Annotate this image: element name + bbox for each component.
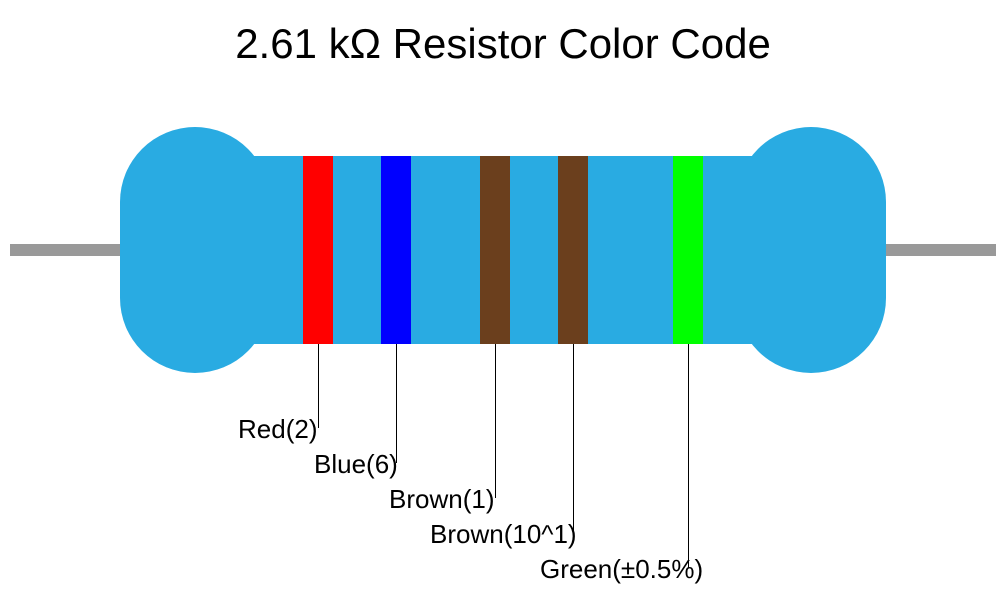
- band-1-label: Red(2): [238, 414, 317, 445]
- band-3: [480, 156, 510, 344]
- band-5-label: Green(±0.5%): [540, 554, 703, 585]
- band-5-leader: [688, 344, 689, 568]
- band-4-leader: [573, 344, 574, 533]
- band-3-label: Brown(1): [389, 484, 494, 515]
- band-5: [673, 156, 703, 344]
- diagram-title: 2.61 kΩ Resistor Color Code: [0, 20, 1006, 68]
- band-4: [558, 156, 588, 344]
- band-2-leader: [396, 344, 397, 463]
- band-1: [303, 156, 333, 344]
- band-1-leader: [318, 344, 319, 428]
- band-3-leader: [495, 344, 496, 498]
- band-2: [381, 156, 411, 344]
- band-2-label: Blue(6): [314, 449, 398, 480]
- band-4-label: Brown(10^1): [430, 519, 577, 550]
- resistor-diagram: [0, 110, 1006, 390]
